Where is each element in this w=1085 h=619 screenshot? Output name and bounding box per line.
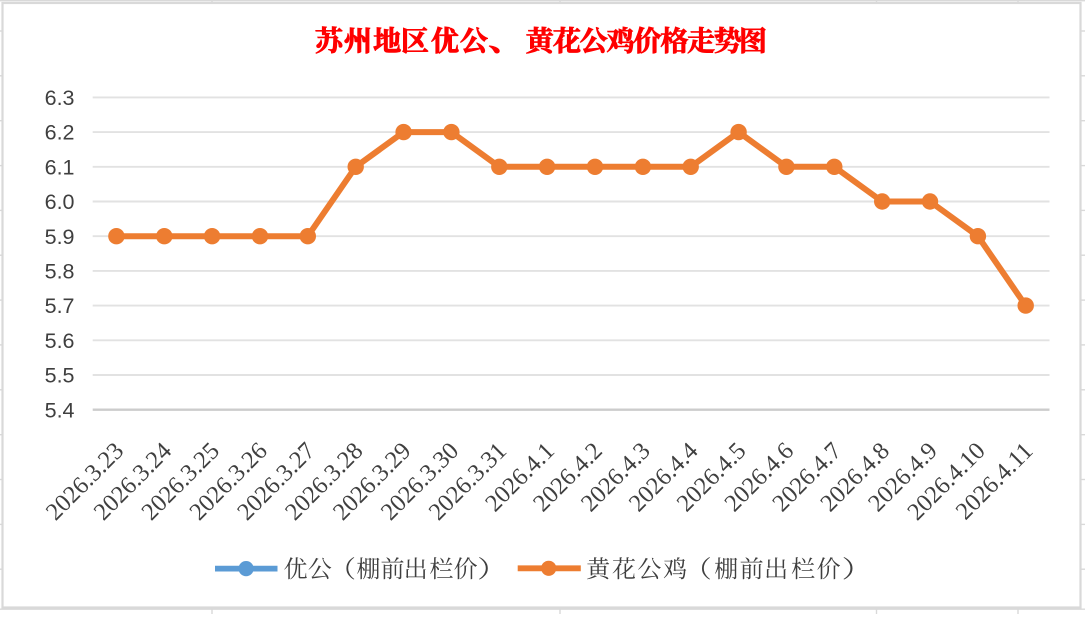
svg-text:6.1: 6.1 — [45, 155, 75, 179]
svg-text:5.4: 5.4 — [45, 398, 75, 422]
svg-text:5.5: 5.5 — [45, 364, 75, 388]
svg-text:5.6: 5.6 — [45, 329, 75, 353]
svg-text:5.9: 5.9 — [45, 225, 75, 249]
svg-text:5.8: 5.8 — [45, 260, 75, 284]
svg-text:6.2: 6.2 — [45, 121, 75, 145]
svg-text:5.7: 5.7 — [45, 294, 75, 318]
svg-text:6.3: 6.3 — [45, 86, 75, 110]
svg-text:6.0: 6.0 — [45, 190, 75, 214]
